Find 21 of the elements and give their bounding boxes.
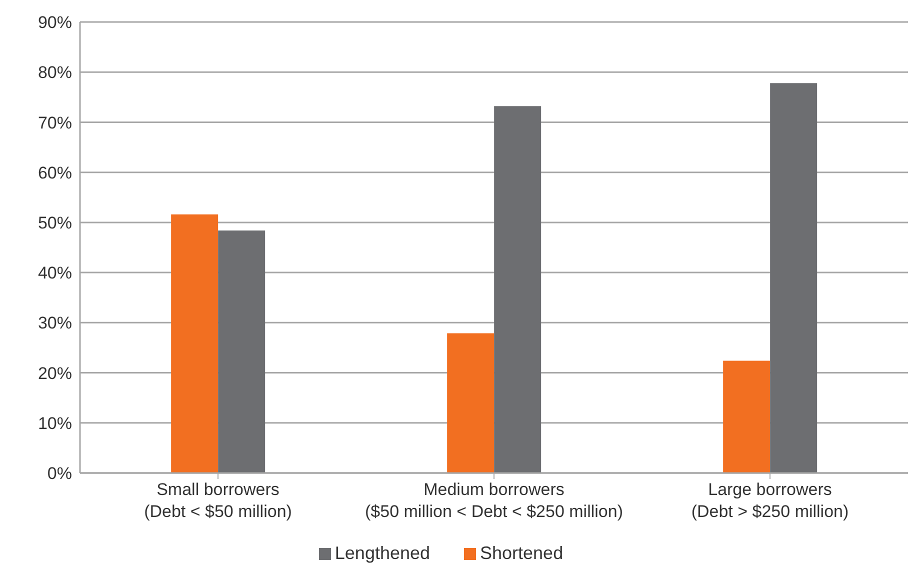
- x-tick-label: Medium borrowers ($50 million < Debt < $250 million): [365, 480, 623, 521]
- legend-label: Shortened: [480, 543, 564, 563]
- bar: [723, 360, 770, 473]
- bar: [494, 106, 542, 473]
- bar: [770, 83, 818, 473]
- y-tick-label: 40%: [38, 264, 72, 283]
- y-tick-label: 80%: [38, 63, 72, 82]
- y-tick-label: 50%: [38, 213, 72, 232]
- x-tick-label: Large borrowers (Debt > $250 million): [691, 480, 849, 521]
- y-tick-label: 10%: [38, 414, 72, 433]
- y-tick-label: 90%: [38, 13, 72, 32]
- bar: [447, 333, 494, 473]
- bar: [171, 214, 218, 473]
- y-tick-label: 20%: [38, 364, 72, 383]
- y-tick-label: 30%: [38, 314, 72, 333]
- bar: [218, 230, 266, 473]
- y-tick-label: 60%: [38, 163, 72, 182]
- x-tick-label: Small borrowers (Debt < $50 million): [144, 480, 292, 521]
- legend-label: Lengthened: [334, 543, 430, 563]
- y-tick-label: 70%: [38, 113, 72, 132]
- y-tick-label: 0%: [47, 464, 72, 484]
